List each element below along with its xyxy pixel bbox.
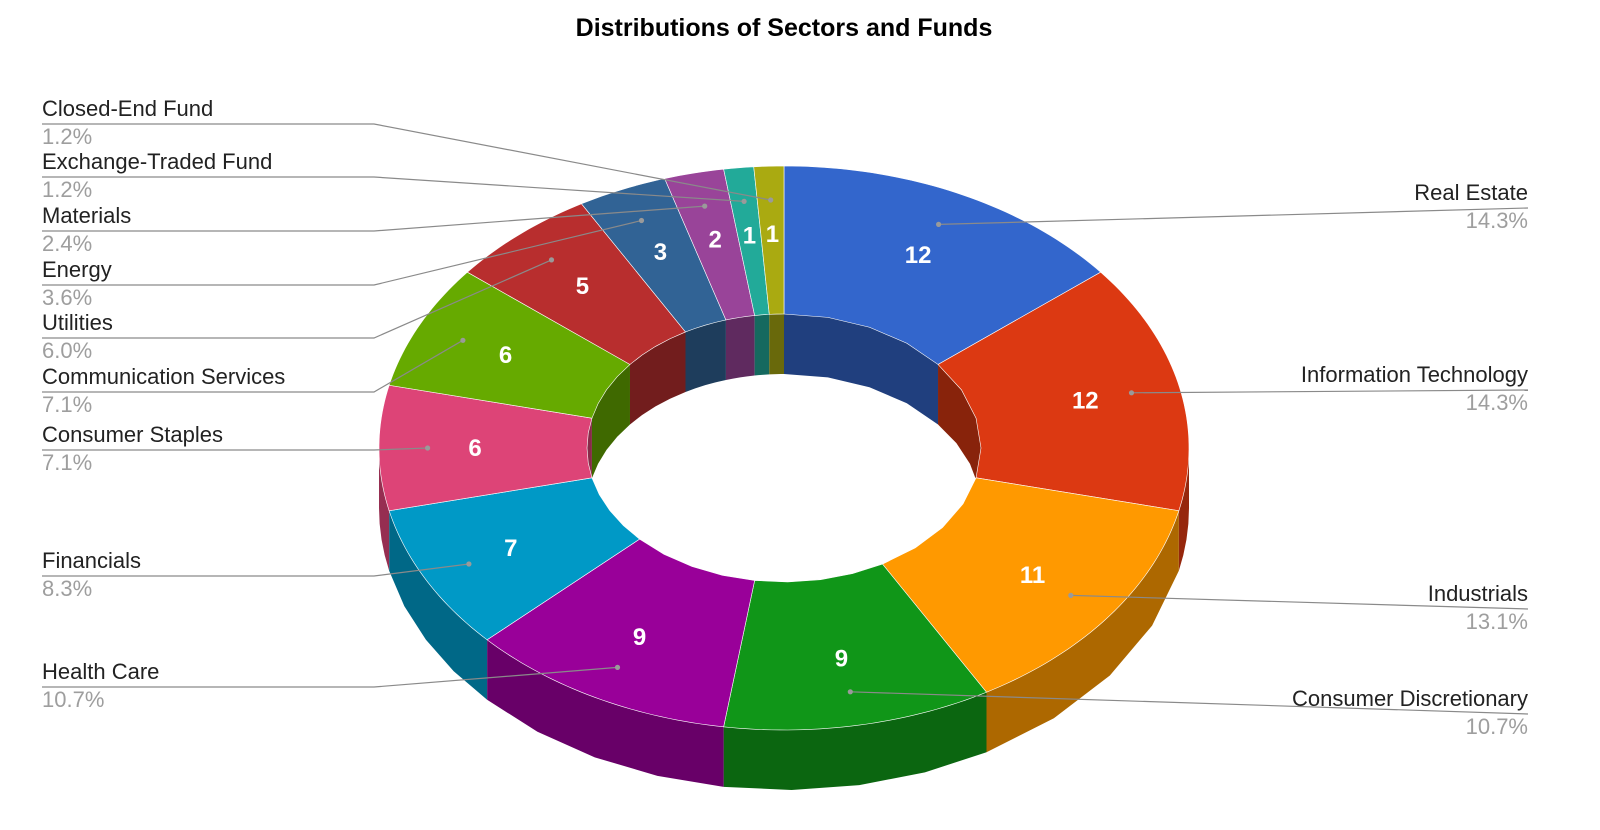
leader-line-utilities — [42, 259, 552, 339]
slice-consumer-staples — [378, 384, 593, 512]
label-percent-industrials: 13.1% — [1466, 609, 1528, 634]
inner-wall-communication-services — [591, 364, 630, 479]
value-label-information-technology: 12 — [1072, 387, 1099, 414]
label-name-real-estate: Real Estate — [1414, 180, 1528, 205]
label-name-energy: Energy — [42, 257, 112, 282]
leader-dot-communication-services — [460, 337, 466, 343]
value-label-health-care: 9 — [633, 624, 646, 651]
inner-wall-closed-end-fund — [769, 314, 784, 375]
leader-dot-information-technology — [1128, 390, 1135, 396]
label-percent-utilities: 6.0% — [42, 338, 92, 363]
inner-wall-information-technology — [938, 364, 981, 508]
leader-dot-energy — [638, 217, 645, 224]
outer-wall-consumer-staples — [379, 448, 390, 571]
leader-lines — [42, 123, 1529, 715]
leader-dot-utilities — [548, 257, 555, 263]
inner-wall-materials — [725, 315, 755, 380]
leader-line-communication-services — [42, 339, 464, 393]
label-name-consumer-staples: Consumer Staples — [42, 422, 223, 447]
outer-wall-consumer-discretionary — [723, 692, 987, 790]
donut-depth-layer — [379, 314, 1189, 790]
slice-industrials — [882, 477, 1180, 693]
leader-line-consumer-discretionary — [850, 691, 1529, 715]
outer-wall-financials — [389, 510, 488, 700]
label-percent-health-care: 10.7% — [42, 687, 104, 712]
slice-closed-end-fund — [753, 165, 785, 315]
label-name-utilities: Utilities — [42, 310, 113, 335]
label-name-materials: Materials — [42, 203, 131, 228]
leader-dot-consumer-discretionary — [847, 689, 853, 695]
label-percent-information-technology: 14.3% — [1466, 390, 1528, 415]
leader-dot-health-care — [614, 664, 621, 671]
chart-title: Distributions of Sectors and Funds — [576, 14, 993, 42]
leader-line-materials — [42, 205, 705, 232]
value-label-materials: 2 — [709, 226, 722, 253]
label-percent-communication-services: 7.1% — [42, 392, 92, 417]
label-name-closed-end-fund: Closed-End Fund — [42, 96, 213, 121]
label-percent-financials: 8.3% — [42, 576, 92, 601]
slice-utilities — [466, 203, 686, 365]
value-label-communication-services: 6 — [499, 342, 512, 369]
leader-line-real-estate — [938, 207, 1529, 225]
value-label-closed-end-fund: 1 — [766, 221, 779, 248]
leader-line-health-care — [42, 666, 618, 688]
label-percent-materials: 2.4% — [42, 231, 92, 256]
label-percent-real-estate: 14.3% — [1466, 208, 1528, 233]
value-label-consumer-discretionary: 9 — [835, 645, 848, 672]
label-percent-consumer-staples: 7.1% — [42, 450, 92, 475]
leader-line-closed-end-fund — [42, 123, 771, 201]
leader-dot-consumer-staples — [425, 445, 431, 451]
value-label-industrials: 11 — [1020, 562, 1045, 589]
outer-wall-industrials — [986, 510, 1179, 753]
outer-wall-information-technology — [1178, 448, 1189, 571]
value-label-financials: 7 — [504, 535, 517, 562]
leader-line-exchange-traded-fund — [42, 176, 745, 202]
label-name-communication-services: Communication Services — [42, 364, 285, 389]
leader-dot-closed-end-fund — [768, 197, 774, 203]
value-label-consumer-staples: 6 — [468, 435, 481, 462]
leader-dot-real-estate — [936, 221, 942, 227]
inner-wall-energy — [685, 319, 726, 392]
label-name-exchange-traded-fund: Exchange-Traded Fund — [42, 149, 272, 174]
label-percent-closed-end-fund: 1.2% — [42, 124, 92, 149]
leader-dot-exchange-traded-fund — [741, 198, 747, 204]
leader-dot-materials — [702, 203, 708, 209]
slice-consumer-discretionary — [723, 563, 987, 731]
label-name-industrials: Industrials — [1428, 581, 1528, 606]
slice-health-care — [486, 538, 755, 728]
slice-labels: Real Estate 14.3% Information Technology 14… — [42, 96, 1528, 739]
value-label-real-estate: 12 — [905, 242, 932, 269]
leader-line-energy — [42, 219, 642, 286]
leader-line-financials — [42, 563, 469, 577]
label-name-financials: Financials — [42, 548, 141, 573]
label-name-consumer-discretionary: Consumer Discretionary — [1292, 686, 1528, 711]
leader-line-industrials — [1070, 594, 1529, 610]
inner-wall-exchange-traded-fund — [754, 314, 770, 376]
leader-line-information-technology — [1131, 389, 1529, 394]
label-name-health-care: Health Care — [42, 659, 159, 684]
leader-dot-financials — [466, 561, 472, 567]
value-label-energy: 3 — [654, 239, 667, 266]
inner-wall-utilities — [629, 331, 686, 425]
leader-line-consumer-staples — [42, 447, 428, 451]
label-percent-consumer-discretionary: 10.7% — [1466, 714, 1528, 739]
label-percent-energy: 3.6% — [42, 285, 92, 310]
value-label-exchange-traded-fund: 1 — [743, 222, 756, 249]
label-percent-exchange-traded-fund: 1.2% — [42, 177, 92, 202]
slice-information-technology — [937, 271, 1190, 512]
value-label-utilities: 5 — [576, 273, 589, 300]
slice-communication-services — [388, 271, 631, 419]
donut-top-layer — [378, 165, 1190, 731]
label-name-information-technology: Information Technology — [1301, 362, 1528, 387]
slice-real-estate — [783, 165, 1102, 365]
slice-energy — [581, 178, 727, 333]
leader-dot-industrials — [1068, 592, 1074, 599]
inner-wall-real-estate — [784, 314, 939, 425]
